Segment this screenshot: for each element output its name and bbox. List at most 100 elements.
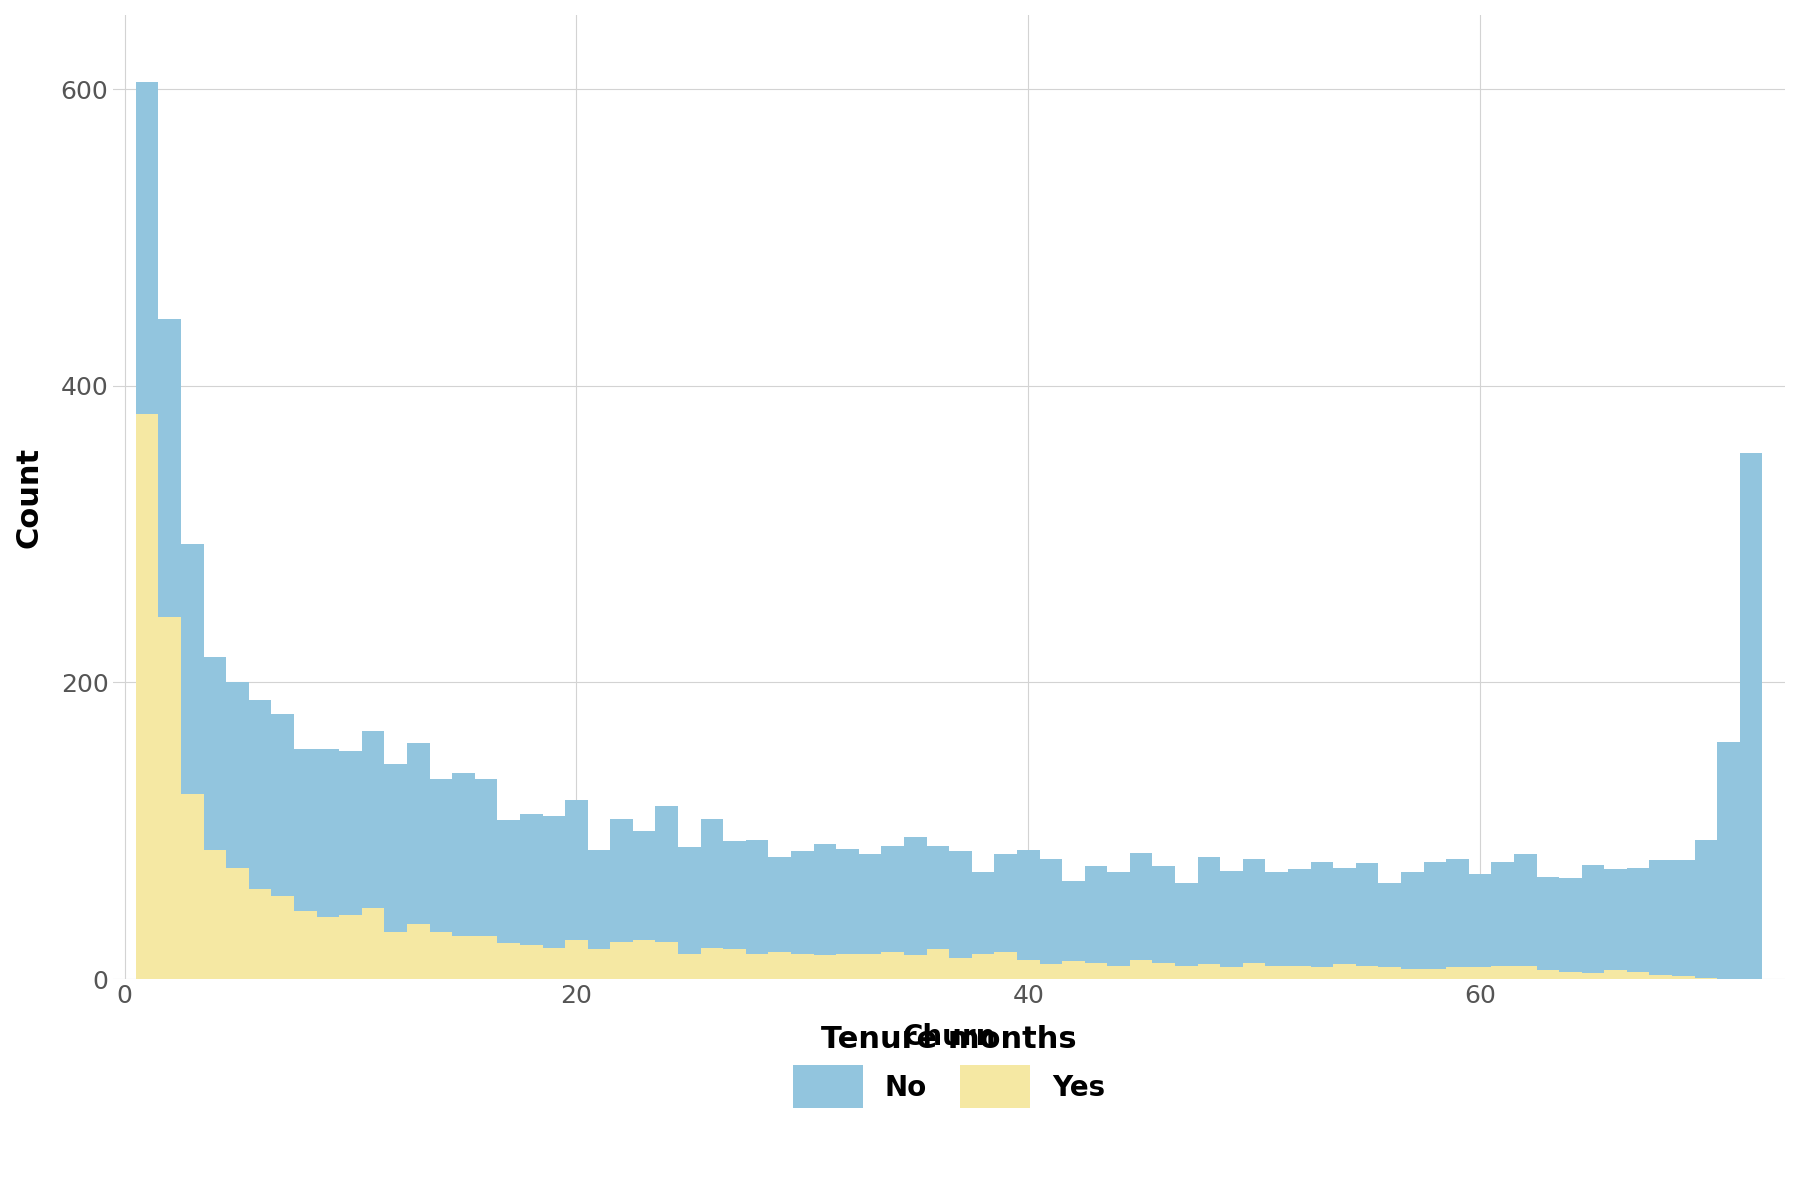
Bar [1130, 960, 1152, 979]
Bar [203, 850, 227, 979]
Bar [542, 948, 565, 979]
Bar [1672, 860, 1694, 976]
Bar [158, 617, 182, 979]
Bar [1627, 972, 1649, 979]
Bar [700, 818, 724, 948]
Bar [927, 846, 949, 949]
Bar [814, 844, 837, 955]
Bar [1469, 874, 1492, 967]
Bar [655, 942, 679, 979]
Bar [949, 959, 972, 979]
Bar [203, 658, 227, 850]
Bar [362, 731, 385, 908]
Bar [1672, 976, 1694, 979]
Bar [994, 953, 1017, 979]
Bar [1334, 965, 1355, 979]
Bar [1559, 878, 1582, 972]
Bar [724, 949, 745, 979]
Bar [565, 941, 587, 979]
Bar [1265, 872, 1289, 966]
Bar [385, 931, 407, 979]
Bar [1175, 883, 1197, 966]
Bar [1514, 854, 1537, 966]
Bar [452, 936, 475, 979]
Bar [634, 830, 655, 941]
Bar [338, 916, 362, 979]
Bar [227, 868, 248, 979]
Bar [679, 847, 700, 954]
Bar [927, 949, 949, 979]
Bar [430, 931, 452, 979]
Bar [769, 858, 790, 953]
Bar [362, 908, 385, 979]
Bar [1265, 966, 1289, 979]
Bar [1107, 966, 1130, 979]
Bar [272, 714, 293, 896]
Bar [1175, 966, 1197, 979]
Bar [248, 888, 272, 979]
Bar [1424, 862, 1445, 968]
Bar [1627, 868, 1649, 972]
Bar [610, 942, 634, 979]
Bar [1197, 965, 1220, 979]
Bar [317, 749, 338, 917]
Bar [1400, 968, 1424, 979]
Bar [520, 815, 542, 944]
Bar [475, 936, 497, 979]
Bar [1017, 850, 1040, 960]
Bar [497, 821, 520, 943]
Y-axis label: Count: Count [14, 446, 43, 547]
Bar [972, 954, 994, 979]
Bar [1334, 868, 1355, 965]
Bar [587, 949, 610, 979]
Bar [1289, 966, 1310, 979]
Bar [1310, 862, 1334, 967]
Bar [182, 793, 203, 979]
Bar [745, 954, 769, 979]
Bar [293, 749, 317, 911]
Bar [317, 917, 338, 979]
Bar [1559, 972, 1582, 979]
Bar [1355, 966, 1379, 979]
Bar [1604, 970, 1627, 979]
Bar [634, 941, 655, 979]
Bar [1717, 742, 1741, 979]
Bar [182, 545, 203, 793]
Bar [904, 955, 927, 979]
Bar [1085, 962, 1107, 979]
Bar [542, 816, 565, 948]
Bar [700, 948, 724, 979]
Bar [904, 836, 927, 955]
Bar [1492, 966, 1514, 979]
Bar [655, 805, 679, 942]
Bar [1537, 877, 1559, 970]
Bar [1445, 859, 1469, 967]
Bar [1152, 962, 1175, 979]
Bar [1242, 859, 1265, 962]
Bar [745, 840, 769, 954]
Bar [407, 743, 430, 924]
Bar [1062, 961, 1085, 979]
Bar [587, 850, 610, 949]
Bar [385, 764, 407, 931]
Bar [1107, 872, 1130, 966]
Bar [769, 953, 790, 979]
Bar [1379, 883, 1400, 967]
Bar [430, 779, 452, 931]
Bar [972, 872, 994, 954]
Bar [1582, 865, 1604, 973]
Bar [1310, 967, 1334, 979]
X-axis label: Tenure months: Tenure months [821, 1025, 1076, 1054]
Bar [837, 954, 859, 979]
Bar [1694, 840, 1717, 978]
Bar [407, 924, 430, 979]
Bar [994, 854, 1017, 953]
Bar [1220, 967, 1242, 979]
Bar [1741, 452, 1762, 979]
Bar [497, 943, 520, 979]
Bar [1040, 965, 1062, 979]
Bar [475, 779, 497, 936]
Bar [1514, 966, 1537, 979]
Bar [135, 414, 158, 979]
Bar [1469, 967, 1492, 979]
